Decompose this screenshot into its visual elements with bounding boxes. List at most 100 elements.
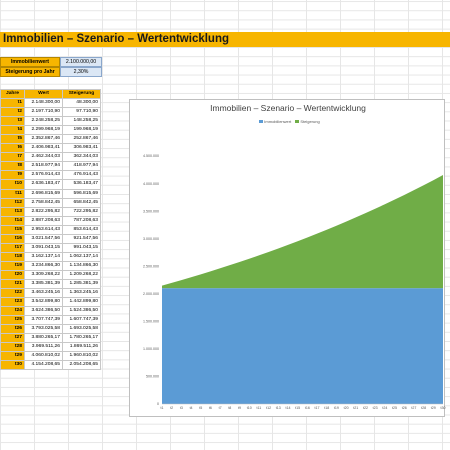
- row-year[interactable]: t16: [0, 233, 25, 244]
- row-value[interactable]: 2.406.983,41: [24, 143, 63, 154]
- row-year[interactable]: t12: [0, 197, 25, 208]
- row-year[interactable]: t14: [0, 215, 25, 226]
- row-year[interactable]: t28: [0, 342, 25, 353]
- row-increase[interactable]: 148.258,25: [62, 116, 101, 127]
- row-year[interactable]: t23: [0, 297, 25, 308]
- row-value[interactable]: 3.162.137,14: [24, 251, 63, 262]
- row-increase[interactable]: 199.968,19: [62, 125, 101, 136]
- row-year[interactable]: t26: [0, 324, 25, 335]
- row-increase[interactable]: 1.209.268,22: [62, 269, 101, 280]
- row-increase[interactable]: 787.208,63: [62, 215, 101, 226]
- immobilienwert-input[interactable]: 2.100.000,00: [60, 57, 102, 67]
- row-increase[interactable]: 1.134.866,30: [62, 260, 101, 271]
- row-value[interactable]: 3.385.381,39: [24, 278, 63, 290]
- x-tick-label: t29: [431, 406, 436, 410]
- row-year[interactable]: t18: [0, 251, 25, 262]
- row-year[interactable]: t1: [0, 98, 25, 109]
- x-tick-label: t24: [382, 406, 387, 410]
- row-year[interactable]: t22: [0, 288, 25, 299]
- row-year[interactable]: t21: [0, 278, 25, 290]
- row-year[interactable]: t10: [0, 179, 25, 190]
- row-increase[interactable]: 1.524.386,50: [62, 306, 101, 317]
- row-value[interactable]: 3.021.547,56: [24, 233, 63, 244]
- row-year[interactable]: t25: [0, 315, 25, 326]
- row-value[interactable]: 3.793.025,58: [24, 324, 63, 335]
- row-increase[interactable]: 1.780.265,17: [62, 333, 101, 344]
- row-value[interactable]: 3.542.899,80: [24, 297, 63, 308]
- table-header-row: Jahre Wert Steigerung: [0, 88, 101, 100]
- row-value[interactable]: 2.887.208,63: [24, 215, 63, 226]
- row-year[interactable]: t17: [0, 242, 25, 253]
- row-increase[interactable]: 1.693.025,58: [62, 324, 101, 335]
- row-increase[interactable]: 596.815,69: [62, 188, 101, 199]
- row-value[interactable]: 2.696.815,69: [24, 188, 63, 199]
- row-value[interactable]: 3.234.866,30: [24, 260, 63, 271]
- row-year[interactable]: t3: [0, 116, 25, 127]
- row-value[interactable]: 4.060.810,02: [24, 351, 63, 362]
- table-row: t20 3.309.268,22 1.209.268,22: [0, 269, 101, 280]
- row-increase[interactable]: 476.914,43: [62, 170, 101, 181]
- row-value[interactable]: 2.248.258,25: [24, 116, 63, 127]
- row-value[interactable]: 3.091.043,15: [24, 242, 63, 253]
- row-increase[interactable]: 1.869.511,26: [62, 342, 101, 353]
- row-value[interactable]: 3.463.245,16: [24, 288, 63, 299]
- row-increase[interactable]: 2.054.208,65: [62, 360, 101, 371]
- row-value[interactable]: 3.880.265,17: [24, 333, 63, 344]
- row-value[interactable]: 2.953.614,43: [24, 224, 63, 235]
- row-value[interactable]: 2.462.344,03: [24, 152, 63, 163]
- row-value[interactable]: 2.352.867,46: [24, 134, 63, 145]
- row-year[interactable]: t19: [0, 260, 25, 271]
- row-year[interactable]: t20: [0, 269, 25, 280]
- row-year[interactable]: t24: [0, 306, 25, 317]
- x-tick-label: t20: [344, 406, 349, 410]
- row-year[interactable]: t8: [0, 161, 25, 172]
- row-increase[interactable]: 1.062.137,14: [62, 251, 101, 262]
- row-value[interactable]: 3.707.747,39: [24, 315, 63, 326]
- row-year[interactable]: t5: [0, 134, 25, 145]
- row-value[interactable]: 4.154.208,65: [24, 360, 63, 371]
- row-value[interactable]: 2.148.300,00: [24, 98, 63, 109]
- row-year[interactable]: t4: [0, 125, 25, 136]
- row-value[interactable]: 2.636.183,47: [24, 179, 63, 190]
- row-value[interactable]: 2.518.977,94: [24, 161, 63, 172]
- row-year[interactable]: t2: [0, 107, 25, 118]
- steigerung-input[interactable]: 2,30%: [60, 67, 102, 77]
- area-steigerung[interactable]: [162, 175, 443, 289]
- row-value[interactable]: 2.197.710,90: [24, 107, 63, 118]
- row-year[interactable]: t15: [0, 224, 25, 235]
- row-value[interactable]: 2.576.914,43: [24, 170, 63, 181]
- row-value[interactable]: 3.624.386,50: [24, 306, 63, 317]
- row-increase[interactable]: 418.977,94: [62, 161, 101, 172]
- row-year[interactable]: t11: [0, 188, 25, 199]
- row-year[interactable]: t27: [0, 333, 25, 344]
- row-year[interactable]: t7: [0, 152, 25, 163]
- row-increase[interactable]: 658.842,45: [62, 197, 101, 208]
- row-increase[interactable]: 536.183,47: [62, 179, 101, 190]
- chart-area[interactable]: Immobilien – Szenario – Wertentwicklung …: [129, 99, 446, 417]
- area-immobilienwert[interactable]: [162, 288, 443, 404]
- row-increase[interactable]: 991.043,15: [62, 242, 101, 253]
- row-value[interactable]: 2.758.842,45: [24, 197, 63, 208]
- row-increase[interactable]: 1.960.810,02: [62, 351, 101, 362]
- row-increase[interactable]: 853.614,43: [62, 224, 101, 235]
- row-increase[interactable]: 48.300,00: [62, 98, 101, 109]
- row-increase[interactable]: 252.867,46: [62, 134, 101, 145]
- row-value[interactable]: 3.309.268,22: [24, 269, 63, 280]
- row-increase[interactable]: 722.295,82: [62, 206, 101, 217]
- row-year[interactable]: t13: [0, 206, 25, 217]
- row-increase[interactable]: 362.344,03: [62, 152, 101, 163]
- row-increase[interactable]: 1.363.245,16: [62, 288, 101, 299]
- row-value[interactable]: 2.299.968,19: [24, 125, 63, 136]
- row-increase[interactable]: 97.710,90: [62, 107, 101, 118]
- row-increase[interactable]: 306.983,41: [62, 143, 101, 154]
- row-year[interactable]: t30: [0, 360, 25, 371]
- row-value[interactable]: 2.822.295,82: [24, 206, 63, 217]
- row-increase[interactable]: 1.607.747,39: [62, 315, 101, 326]
- row-increase[interactable]: 921.547,56: [62, 233, 101, 244]
- row-increase[interactable]: 1.285.381,39: [62, 278, 101, 290]
- row-value[interactable]: 3.969.511,26: [24, 342, 63, 353]
- row-increase[interactable]: 1.442.899,80: [62, 297, 101, 308]
- row-year[interactable]: t6: [0, 143, 25, 154]
- row-year[interactable]: t29: [0, 351, 25, 362]
- row-year[interactable]: t9: [0, 170, 25, 181]
